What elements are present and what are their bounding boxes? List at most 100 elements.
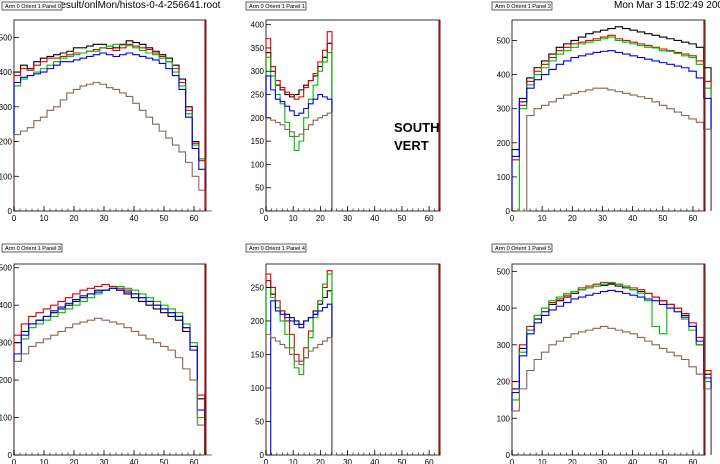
series-red xyxy=(13,284,212,456)
y-tick-label: 500 xyxy=(497,36,511,45)
x-tick-label: 40 xyxy=(130,458,139,464)
y-tick-label: 400 xyxy=(251,21,265,30)
y-tick-label: 400 xyxy=(0,301,13,310)
panel-title-box xyxy=(1,243,63,253)
y-tick-label: 300 xyxy=(497,105,511,114)
x-tick-label: 20 xyxy=(316,214,325,223)
y-tick-label: 100 xyxy=(251,384,265,393)
series-black xyxy=(265,280,337,456)
panel-title: Arm 0 Orient 1 Panel 1 xyxy=(249,4,305,10)
y-tick-label: 50 xyxy=(255,184,264,193)
x-tick-label: 40 xyxy=(628,214,637,223)
x-tick-label: 30 xyxy=(598,214,607,223)
histogram-panel-0: Arm 0 Orient 1 Panel 0 0 10 20 30 40 50 60 0 100 2… xyxy=(0,1,212,223)
x-tick-label: 10 xyxy=(289,214,298,223)
series-red xyxy=(511,34,712,211)
series-blue xyxy=(13,52,212,212)
series-brown xyxy=(265,112,337,212)
y-tick-label: 200 xyxy=(0,376,13,385)
panel-title-box xyxy=(1,1,63,11)
x-tick-label: 0 xyxy=(510,214,515,223)
x-tick-label: 30 xyxy=(343,214,352,223)
x-tick-label: 50 xyxy=(658,214,667,223)
y-tick-label: 300 xyxy=(251,67,265,76)
x-tick-label: 30 xyxy=(100,458,109,464)
y-tick-label: 0 xyxy=(506,451,511,460)
y-tick-label: 500 xyxy=(0,264,13,273)
series-green xyxy=(265,52,337,212)
annotation-south: SOUTH xyxy=(394,120,440,135)
series-red xyxy=(265,31,337,212)
plot-frame xyxy=(511,19,706,212)
file-path-label: result/onlMon/histos-0-4-256641.root xyxy=(57,0,221,11)
x-tick-label: 10 xyxy=(538,214,547,223)
y-tick-label: 0 xyxy=(260,451,265,460)
y-tick-label: 0 xyxy=(8,207,13,216)
plot-frame xyxy=(265,263,441,456)
x-tick-label: 0 xyxy=(264,458,269,464)
series-blue xyxy=(511,289,712,455)
x-tick-label: 10 xyxy=(40,458,49,464)
x-tick-label: 40 xyxy=(370,458,379,464)
x-tick-label: 20 xyxy=(568,458,577,464)
series-brown xyxy=(511,325,712,455)
series-brown xyxy=(13,317,212,456)
y-tick-label: 100 xyxy=(0,172,13,181)
y-tick-label: 200 xyxy=(497,139,511,148)
histogram-panel-5: Arm 0 Orient 1 Panel 5 0 10 20 30 40 50 60 0 100 2… xyxy=(491,243,712,464)
datetime-label: Mon Mar 3 15:02:49 2008 xyxy=(614,0,720,11)
series-blue xyxy=(265,75,337,212)
y-tick-label: 300 xyxy=(497,341,511,350)
plot-frame xyxy=(265,19,441,212)
x-tick-label: 60 xyxy=(190,214,199,223)
x-tick-label: 60 xyxy=(425,214,434,223)
x-tick-label: 30 xyxy=(100,214,109,223)
x-tick-label: 10 xyxy=(538,458,547,464)
y-tick-label: 0 xyxy=(260,207,265,216)
x-tick-label: 0 xyxy=(264,214,269,223)
y-tick-label: 250 xyxy=(251,91,265,100)
x-tick-label: 30 xyxy=(343,458,352,464)
x-tick-label: 20 xyxy=(70,214,79,223)
panel-title: Arm 0 Orient 1 Panel 4 xyxy=(249,246,305,252)
histogram-panel-4: Arm 0 Orient 1 Panel 4 0 10 20 30 40 50 60 0 50 10… xyxy=(245,243,441,464)
histogram-panel-3: Arm 0 Orient 1 Panel 3 0 10 20 30 40 50 60 0 100 2… xyxy=(0,243,212,464)
y-tick-label: 400 xyxy=(0,68,13,77)
y-tick-label: 100 xyxy=(251,160,265,169)
y-tick-label: 100 xyxy=(497,414,511,423)
series-brown xyxy=(512,87,712,212)
histogram-panel-1: Arm 0 Orient 1 Panel 1 0 10 20 30 40 50 60 0 50 10… xyxy=(245,1,441,223)
series-blue xyxy=(511,50,712,211)
x-tick-label: 60 xyxy=(688,214,697,223)
panel-title: Arm 0 Orient 1 Panel 0 xyxy=(5,4,61,10)
x-tick-label: 10 xyxy=(289,458,298,464)
series-black xyxy=(511,26,712,211)
y-tick-label: 400 xyxy=(497,304,511,313)
y-tick-label: 350 xyxy=(251,44,265,53)
x-tick-label: 60 xyxy=(688,458,697,464)
series-brown xyxy=(265,333,337,456)
panel-title-box xyxy=(245,243,307,253)
panel-title-box xyxy=(491,1,553,11)
x-tick-label: 40 xyxy=(370,214,379,223)
y-tick-label: 100 xyxy=(497,173,511,182)
x-tick-label: 50 xyxy=(160,214,169,223)
series-black xyxy=(265,42,337,212)
panel-title-box xyxy=(245,1,307,11)
x-tick-label: 50 xyxy=(397,458,406,464)
x-tick-label: 20 xyxy=(568,214,577,223)
x-tick-label: 10 xyxy=(40,214,49,223)
y-tick-label: 0 xyxy=(8,451,13,460)
panel-title: Arm 0 Orient 1 Panel 5 xyxy=(495,246,551,252)
x-tick-label: 0 xyxy=(510,458,515,464)
y-tick-label: 250 xyxy=(251,283,265,292)
series-blue xyxy=(13,287,212,456)
y-tick-label: 200 xyxy=(251,317,265,326)
x-tick-label: 0 xyxy=(12,214,17,223)
y-tick-label: 200 xyxy=(497,378,511,387)
x-tick-label: 50 xyxy=(397,214,406,223)
x-tick-label: 0 xyxy=(12,458,17,464)
x-tick-label: 40 xyxy=(628,458,637,464)
x-tick-label: 20 xyxy=(70,458,79,464)
